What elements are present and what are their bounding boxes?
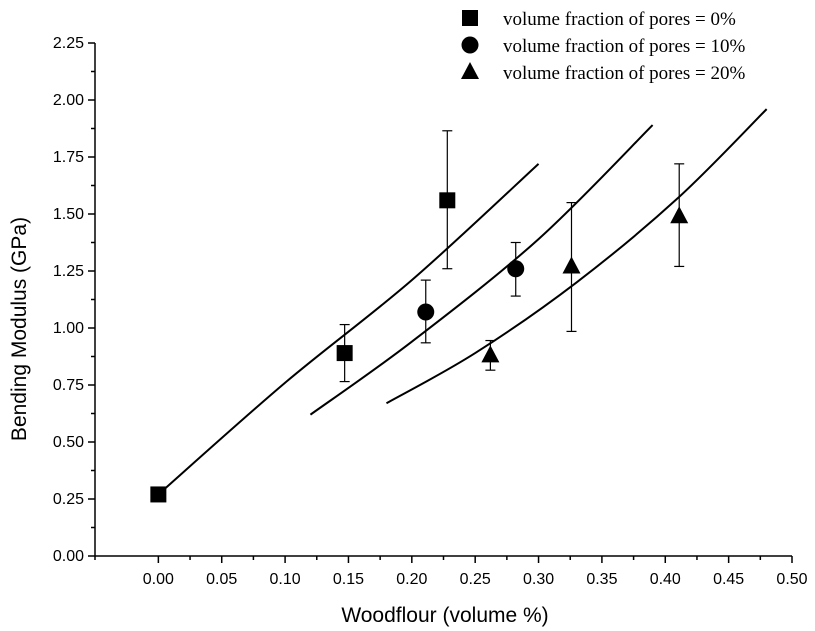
y-tick-label: 2.00 <box>53 92 84 109</box>
square-data-point <box>336 345 353 362</box>
y-tick-label: 1.25 <box>53 263 84 280</box>
data-markers <box>150 192 689 503</box>
x-tick-label: 0.05 <box>206 571 237 588</box>
x-tick-label: 0.40 <box>650 571 681 588</box>
legend: volume fraction of pores = 0% volume frac… <box>461 9 746 84</box>
legend-square-marker <box>462 10 478 26</box>
y-tick-label: 0.50 <box>53 434 84 451</box>
y-tick-label: 1.00 <box>53 320 84 337</box>
x-tick-label: 0.30 <box>523 571 554 588</box>
axes <box>94 43 792 557</box>
fit-curve-series-3 <box>385 108 768 405</box>
fit-curve-series-2 <box>309 124 654 416</box>
x-tick-label: 0.45 <box>713 571 744 588</box>
error-bars <box>339 130 685 383</box>
y-tick-label: 1.50 <box>53 206 84 223</box>
x-tick-label: 0.50 <box>776 571 807 588</box>
fit-curve-series-1 <box>157 163 540 496</box>
circle-data-point <box>507 260 525 278</box>
legend-triangle-marker <box>461 62 479 79</box>
x-tick-label: 0.15 <box>333 571 364 588</box>
legend-label: volume fraction of pores = 10% <box>503 36 746 57</box>
x-axis-title: Woodflour (volume %) <box>341 604 548 627</box>
x-tick-label: 0.35 <box>586 571 617 588</box>
legend-label: volume fraction of pores = 0% <box>503 9 736 30</box>
y-tick-label: 0.00 <box>53 548 84 565</box>
triangle-data-point <box>562 256 581 274</box>
legend-circle-marker <box>461 36 479 54</box>
circle-data-point <box>417 303 435 321</box>
ticks: 0.00 0.05 0.10 0.15 0.20 0.25 0.30 0.35 0.40 0.45… <box>53 35 808 588</box>
triangle-data-point <box>481 345 500 363</box>
legend-label: volume fraction of pores = 20% <box>503 63 746 84</box>
y-tick-label: 0.75 <box>53 377 84 394</box>
y-tick-label: 1.75 <box>53 149 84 166</box>
x-tick-label: 0.10 <box>270 571 301 588</box>
x-tick-label: 0.25 <box>460 571 491 588</box>
y-axis-title: Bending Modulus (GPa) <box>8 217 31 441</box>
square-data-point <box>150 486 167 503</box>
x-tick-label: 0.20 <box>396 571 427 588</box>
triangle-data-point <box>670 206 689 224</box>
x-tick-label: 0.00 <box>143 571 174 588</box>
y-tick-label: 2.25 <box>53 35 84 52</box>
fit-curves <box>157 108 768 496</box>
y-tick-label: 0.25 <box>53 491 84 508</box>
square-data-point <box>439 192 456 209</box>
